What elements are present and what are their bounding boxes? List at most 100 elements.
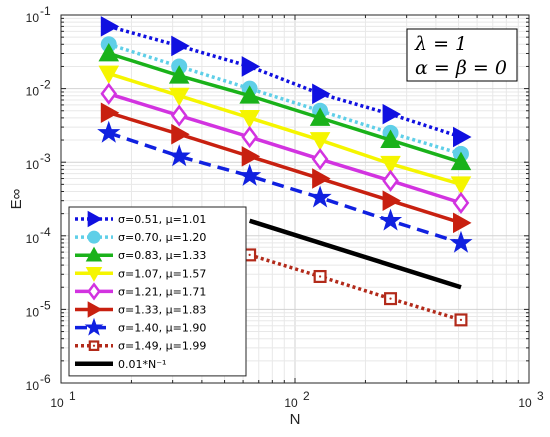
data-point [382, 190, 402, 211]
y-tick-label: 10 [26, 379, 40, 393]
legend-label: σ=1.33, μ=1.83 [118, 304, 206, 317]
series-line [108, 92, 462, 205]
legend-label: σ=1.07, μ=1.57 [118, 267, 206, 280]
data-point [380, 155, 401, 175]
y-tick-label-exponent: -2 [40, 78, 51, 92]
ticks: 10 1 10 2 10 310 -610 -510 -410 -310 -210 -1 [26, 4, 544, 410]
annotation-box [406, 28, 518, 82]
series-9 [248, 218, 462, 290]
series-5 [100, 82, 470, 214]
data-point [168, 65, 190, 84]
x-axis-label: N [290, 411, 301, 428]
y-tick-label: 10 [26, 232, 40, 246]
series-1 [100, 16, 472, 148]
legend-item-1-07-1-57: σ=1.07, μ=1.57 [75, 266, 206, 282]
annotation-lambda: λ = 1 [414, 33, 467, 55]
legend-item-0-01-n: 0.01*N⁻¹ [75, 358, 166, 371]
data-point-dot [248, 253, 251, 257]
legend-item-0-83-1-33: σ=0.83, μ=1.33 [75, 246, 206, 262]
x-tick-label: 10 [50, 396, 64, 410]
data-point-dot [389, 297, 392, 300]
series-6 [100, 102, 472, 234]
data-point [239, 109, 260, 129]
series-line [248, 218, 462, 290]
series-line [108, 51, 462, 164]
parameter-annotation: λ = 1 α = β = 0 [406, 28, 518, 82]
data-point [239, 85, 260, 104]
data-point [238, 163, 262, 186]
data-point [453, 126, 472, 148]
x-tick-label: 10 [284, 396, 298, 410]
data-point [309, 132, 331, 151]
data-point [453, 212, 472, 234]
series-4 [98, 65, 472, 195]
legend-swatch-marker [87, 230, 101, 244]
series-line [108, 24, 462, 139]
y-tick-label: 10 [26, 85, 40, 99]
y-tick-label-exponent: -1 [40, 4, 51, 18]
data-point-dot [318, 275, 322, 278]
data-point [450, 176, 472, 195]
y-tick-label: 10 [26, 305, 40, 319]
series-7 [97, 120, 473, 253]
data-point [98, 42, 120, 62]
legend: σ=0.51, μ=1.01 σ=0.70, μ=1.20 σ=0.83, μ=1.… [68, 206, 247, 377]
series-line [108, 71, 462, 187]
data-point [170, 104, 188, 127]
legend-swatch-marker [84, 317, 104, 336]
series-line [108, 111, 462, 225]
y-tick-label-exponent: -6 [40, 372, 51, 386]
legend-label: σ=0.51, μ=1.01 [118, 213, 206, 226]
y-tick-label: 10 [26, 158, 40, 172]
data-point [308, 185, 332, 208]
legend-swatch-marker-dot [92, 344, 96, 347]
data-point [98, 65, 120, 85]
legend-item-1-40-1-90: σ=1.40, μ=1.90 [75, 317, 206, 336]
legend-item-1-21-1-71: σ=1.21, μ=1.71 [75, 282, 206, 301]
legend-item-0-51-1-01: σ=0.51, μ=1.01 [75, 210, 206, 228]
data-point [100, 102, 120, 124]
data-point [312, 168, 331, 189]
series-line [108, 131, 462, 245]
legend-item-1-33-1-83: σ=1.33, μ=1.83 [75, 301, 206, 318]
y-axis-label: E∞ [8, 188, 25, 209]
legend-item-1-49-1-99: σ=1.49, μ=1.99 [75, 340, 206, 353]
data-point [100, 16, 120, 37]
legend-swatch-marker [87, 301, 103, 318]
data-point [452, 191, 470, 214]
data-point [449, 230, 473, 253]
data-point [97, 120, 121, 143]
legend-item-0-70-1-20: σ=0.70, μ=1.20 [75, 230, 206, 244]
data-point-dot [459, 318, 463, 322]
y-tick-label-exponent: -5 [40, 298, 51, 312]
annotation-alpha-beta: α = β = 0 [415, 57, 507, 79]
x-tick-label-exponent: 1 [69, 389, 76, 403]
x-tick-label: 10 [518, 396, 532, 410]
data-point [311, 148, 329, 171]
data-point [309, 107, 331, 126]
legend-label: σ=1.21, μ=1.71 [118, 285, 206, 298]
legend-label: σ=0.70, μ=1.20 [118, 231, 206, 244]
legend-label: σ=0.83, μ=1.33 [118, 249, 206, 262]
series-layer [97, 16, 473, 327]
data-point [241, 125, 258, 149]
data-point [241, 56, 261, 77]
legend-swatch-marker [85, 246, 103, 262]
data-point [382, 103, 402, 125]
legend-label: 0.01*N⁻¹ [118, 358, 166, 371]
data-point [171, 123, 190, 145]
y-tick-label-exponent: -3 [40, 151, 51, 165]
legend-label: σ=1.40, μ=1.90 [118, 322, 206, 335]
y-tick-label-exponent: -4 [40, 225, 51, 239]
x-tick-label-exponent: 2 [303, 389, 310, 403]
data-point [167, 144, 191, 167]
data-point [241, 146, 261, 167]
data-point [100, 82, 118, 105]
legend-swatch-marker [87, 210, 103, 228]
data-point [378, 208, 403, 231]
data-point [168, 87, 190, 107]
data-point [382, 169, 399, 192]
legend-swatch-marker [85, 266, 103, 282]
y-tick-label: 10 [26, 11, 40, 25]
